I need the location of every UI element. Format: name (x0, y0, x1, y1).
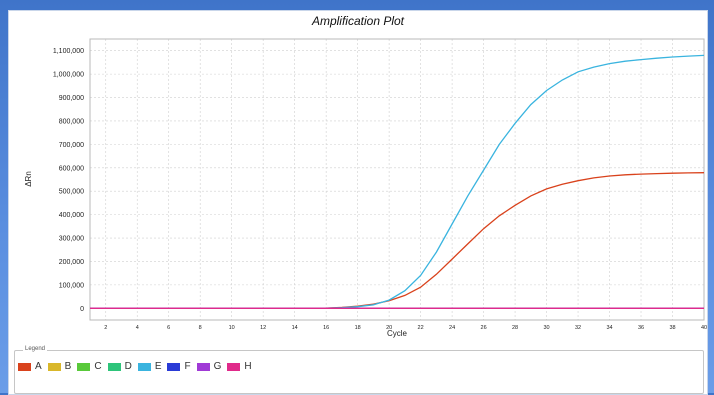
legend-label: B (64, 361, 72, 372)
x-tick-label: 16 (323, 325, 329, 331)
y-tick-label: 1,000,000 (53, 72, 84, 79)
y-tick-label: 900,000 (59, 95, 84, 102)
x-tick-label: 32 (575, 325, 581, 331)
plot-area-border (89, 38, 705, 321)
legend-swatch (18, 362, 31, 371)
x-tick-label: 14 (292, 325, 298, 331)
legend-label: D (124, 361, 132, 372)
legend-item-c[interactable]: C (77, 361, 102, 372)
y-tick-label: 600,000 (59, 165, 84, 172)
y-axis-label: ΔRn (24, 171, 33, 187)
legend-swatch (167, 362, 181, 371)
x-tick-label: 28 (512, 325, 518, 331)
y-tick-label: 0 (80, 306, 84, 313)
x-tick-labels: 2 4 6 8 10 12 14 16 18 20 22 24 26 28 30 32 34 36 38 40 (104, 325, 707, 331)
x-tick-label: 6 (167, 325, 170, 331)
x-tick-label: 24 (449, 325, 455, 331)
legend-title: Legend (23, 346, 48, 352)
legend-panel: Legend A B C D E F G H (14, 346, 704, 394)
legend-label: G (213, 361, 222, 372)
series-line-e (90, 54, 705, 309)
legend-label: C (94, 361, 102, 372)
legend-label: A (35, 361, 42, 372)
y-tick-label: 1,100,000 (53, 48, 84, 55)
y-tick-label: 400,000 (59, 212, 84, 219)
legend-items: A B C D E F G H (18, 361, 258, 372)
x-tick-label: 38 (669, 325, 675, 331)
legend-item-d[interactable]: D (107, 361, 132, 372)
legend-label: F (184, 361, 191, 372)
legend-swatch (47, 362, 61, 371)
legend-swatch (137, 362, 151, 371)
x-tick-label: 22 (418, 325, 424, 331)
y-tick-label: 100,000 (59, 282, 84, 289)
legend-item-h[interactable]: H (227, 361, 252, 372)
legend-swatch (77, 362, 91, 371)
legend-swatch (107, 362, 121, 371)
legend-item-g[interactable]: G (196, 361, 222, 372)
x-tick-label: 30 (544, 325, 550, 331)
x-tick-label: 8 (199, 325, 202, 331)
legend-item-e[interactable]: E (137, 361, 162, 372)
x-tick-label: 2 (104, 325, 107, 331)
x-tick-label: 12 (260, 325, 266, 331)
legend-label: H (244, 361, 252, 372)
x-tick-label: 4 (136, 325, 139, 331)
legend-item-f[interactable]: F (167, 361, 191, 372)
legend-swatch (227, 362, 241, 371)
x-tick-label: 18 (355, 325, 361, 331)
x-tick-label: 20 (386, 325, 392, 331)
x-axis-label: Cycle (387, 329, 408, 338)
legend-swatch (196, 362, 210, 371)
x-tick-label: 36 (638, 325, 644, 331)
y-tick-label: 300,000 (59, 236, 84, 243)
y-tick-label: 700,000 (59, 142, 84, 149)
legend-item-a[interactable]: A (18, 361, 42, 372)
x-tick-label: 40 (701, 325, 707, 331)
amplification-plot-panel: Amplification Plot 0 100,000 200,000 300,00… (8, 10, 708, 395)
series-line-a (90, 172, 705, 309)
y-tick-label: 200,000 (59, 259, 84, 266)
series-layer (90, 54, 705, 309)
x-tick-label: 10 (229, 325, 235, 331)
chart-title: Amplification Plot (311, 14, 405, 28)
x-tick-label: 26 (481, 325, 487, 331)
x-tick-label: 34 (606, 325, 612, 331)
legend-label: E (154, 361, 162, 372)
legend-item-b[interactable]: B (47, 361, 72, 372)
y-tick-labels: 0 100,000 200,000 300,000 400,000 500,000 600,… (53, 48, 84, 313)
y-tick-label: 800,000 (59, 118, 84, 125)
grid-layer (90, 39, 705, 320)
y-tick-label: 500,000 (59, 189, 84, 196)
amplification-chart: 0 100,000 200,000 300,000 400,000 500,000 600,… (24, 38, 707, 338)
